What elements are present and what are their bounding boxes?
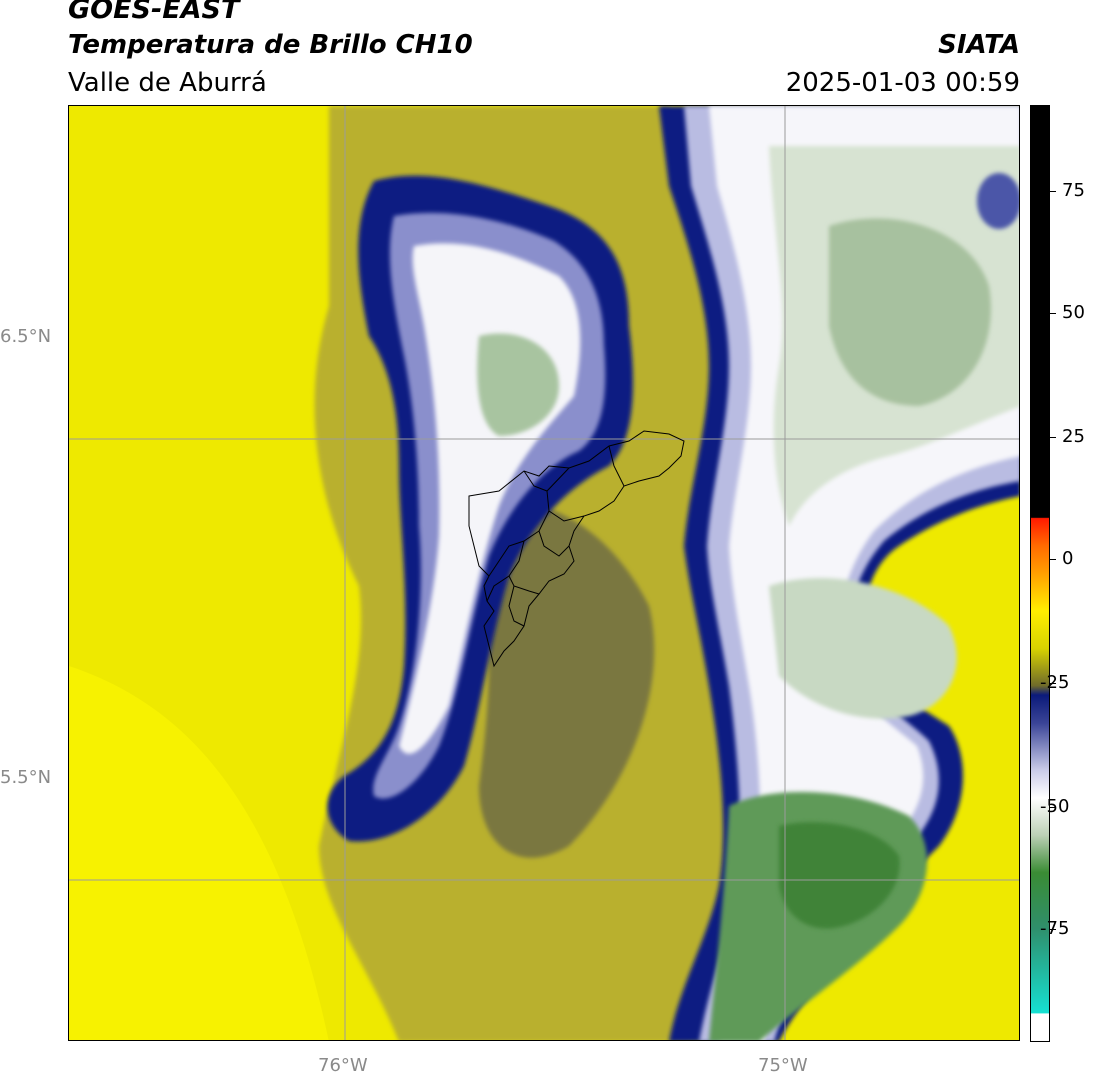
- east-green-patch: [829, 218, 991, 406]
- colorbar-label-0: 0: [1062, 548, 1074, 569]
- colorbar-tick: [1050, 437, 1056, 438]
- ne-cold-spot: [977, 173, 1019, 229]
- colorbar-label-75: 75: [1062, 180, 1085, 201]
- colorbar-tick: [1050, 191, 1056, 192]
- east-pale-green-2: [769, 578, 957, 719]
- colorbar-tick: [1050, 559, 1056, 560]
- subtitle-region: Valle de Aburrá: [68, 68, 267, 98]
- colorbar-gradient: [1031, 106, 1049, 1041]
- lat-label-5-5n: 5.5°N: [0, 767, 52, 788]
- title-product: Temperatura de Brillo CH10: [68, 30, 473, 60]
- org-label: SIATA: [938, 30, 1020, 60]
- map-panel[interactable]: [68, 105, 1020, 1041]
- warm-bright-area: [69, 666, 329, 1040]
- colorbar-label-minus75: -75: [1040, 918, 1070, 939]
- colorbar-label-50: 50: [1062, 302, 1085, 323]
- colorbar-tick: [1050, 313, 1056, 314]
- colorbar-label-minus50: -50: [1040, 796, 1070, 817]
- brightness-temperature-field: [69, 106, 1019, 1040]
- lat-label-6-5n: 6.5°N: [0, 326, 52, 347]
- west-cloud-green: [477, 333, 559, 436]
- colorbar-label-25: 25: [1062, 426, 1085, 447]
- timestamp: 2025-01-03 00:59: [785, 68, 1020, 98]
- colorbar-tick: [1050, 929, 1056, 930]
- colorbar-tick: [1050, 683, 1056, 684]
- colorbar-label-minus25: -25: [1040, 672, 1070, 693]
- title-satellite: GOES-EAST: [68, 0, 240, 25]
- lon-label-76w: 76°W: [318, 1055, 368, 1076]
- south-dark-green: [779, 822, 900, 929]
- temperature-colorbar: [1030, 105, 1050, 1042]
- olive-dark-band: [469, 500, 655, 858]
- lon-label-75w: 75°W: [758, 1055, 808, 1076]
- colorbar-tick: [1050, 807, 1056, 808]
- valle-aburra-boundaries: [468, 430, 685, 668]
